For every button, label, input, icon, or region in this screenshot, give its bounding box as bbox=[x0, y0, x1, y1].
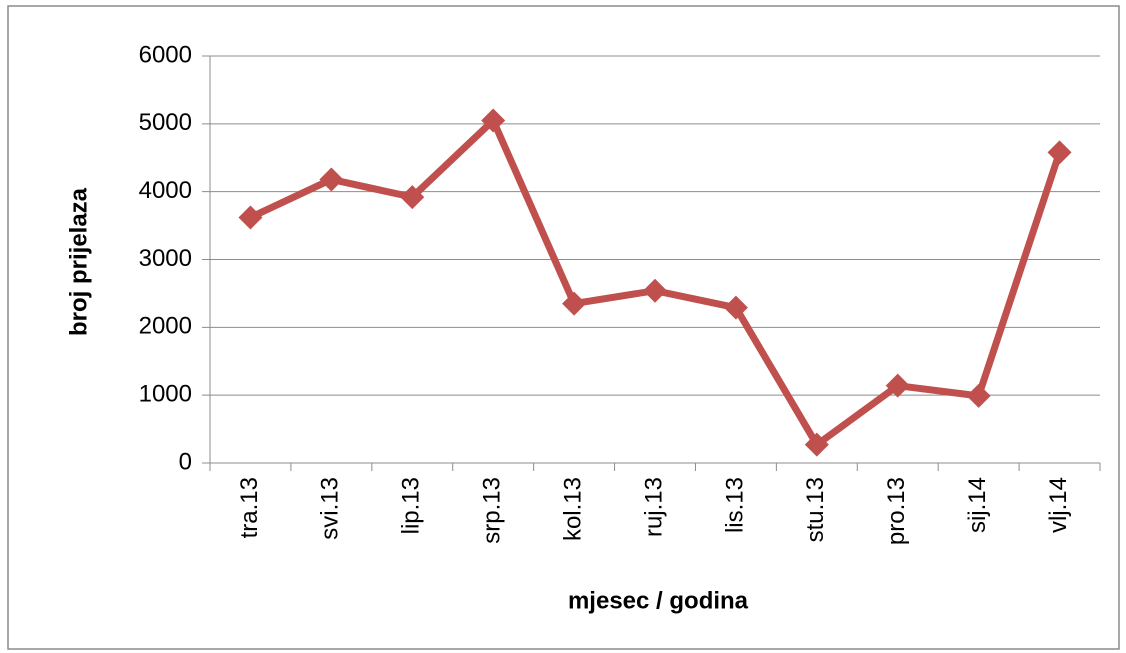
marker bbox=[723, 295, 748, 320]
x-tick-label: srp.13 bbox=[479, 477, 506, 544]
x-tick-label: tra.13 bbox=[236, 477, 263, 538]
x-tick-label: stu.13 bbox=[802, 477, 829, 542]
marker bbox=[966, 383, 991, 408]
x-tick-label: ruj.13 bbox=[640, 477, 667, 537]
marker bbox=[885, 373, 910, 398]
x-tick-label: lis.13 bbox=[721, 477, 748, 533]
x-tick-label: svi.13 bbox=[317, 477, 344, 540]
marker bbox=[1047, 140, 1072, 165]
x-tick-label: kol.13 bbox=[559, 477, 586, 541]
y-axis-title: broj prijelaza bbox=[65, 187, 92, 336]
x-axis-title: mjesec / godina bbox=[568, 587, 749, 614]
y-tick-label: 6000 bbox=[139, 41, 192, 68]
y-tick-label: 5000 bbox=[139, 109, 192, 136]
marker bbox=[481, 108, 506, 133]
y-tick-label: 2000 bbox=[139, 313, 192, 340]
x-tick-label: vlj.14 bbox=[1045, 477, 1072, 533]
x-tick-label: pro.13 bbox=[883, 477, 910, 545]
y-tick-label: 1000 bbox=[139, 381, 192, 408]
y-tick-label: 4000 bbox=[139, 177, 192, 204]
marker bbox=[804, 432, 829, 457]
x-tick-label: sij.14 bbox=[964, 477, 991, 533]
marker bbox=[400, 185, 425, 210]
marker bbox=[319, 167, 344, 192]
y-tick-label: 0 bbox=[179, 448, 192, 475]
marker bbox=[238, 205, 263, 230]
marker bbox=[643, 278, 667, 303]
marker bbox=[562, 291, 587, 316]
x-tick-label: lip.13 bbox=[398, 477, 425, 534]
y-tick-label: 3000 bbox=[139, 245, 192, 272]
